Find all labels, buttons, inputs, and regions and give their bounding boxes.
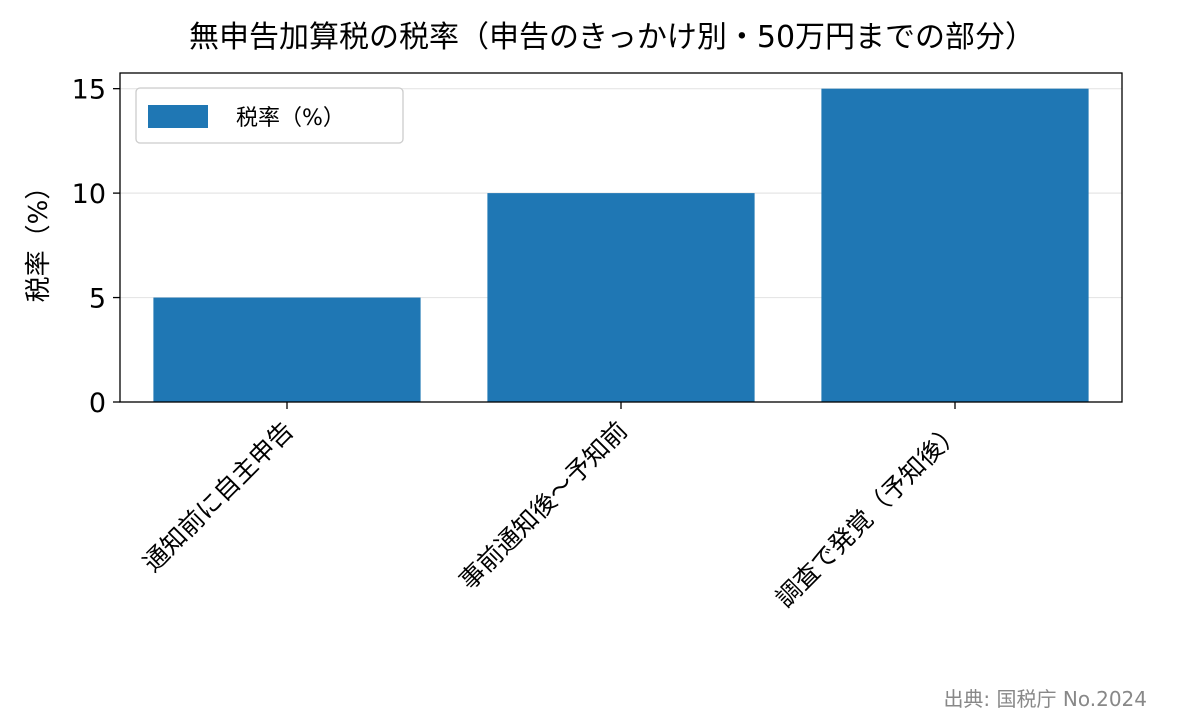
legend-label: 税率（%）	[236, 106, 345, 131]
source-note: 出典: 国税庁 No.2024	[943, 687, 1147, 711]
legend-swatch	[148, 105, 208, 128]
y-tick-label: 15	[72, 75, 106, 106]
x-tick-label: 事前通知後〜予知前	[454, 416, 634, 596]
legend: 税率（%）	[135, 87, 404, 144]
bar	[153, 297, 421, 402]
y-tick-label: 5	[89, 284, 106, 315]
legend-box	[135, 87, 404, 144]
x-tick-label: 通知前に自主申告	[137, 416, 299, 578]
y-axis-ticks: 0 5 10 15	[72, 75, 120, 419]
x-tick-label: 調査で発覚（予知後）	[770, 416, 967, 613]
bar	[487, 193, 755, 402]
y-tick-label: 0	[89, 388, 106, 419]
chart-title: 無申告加算税の税率（申告のきっかけ別・50万円までの部分）	[189, 20, 1035, 55]
bar	[821, 88, 1089, 403]
y-tick-label: 10	[72, 179, 106, 210]
x-axis-ticks: 通知前に自主申告 事前通知後〜予知前 調査で発覚（予知後）	[137, 402, 967, 613]
y-axis-label: 税率（%）	[24, 174, 54, 303]
bars	[153, 88, 1089, 403]
